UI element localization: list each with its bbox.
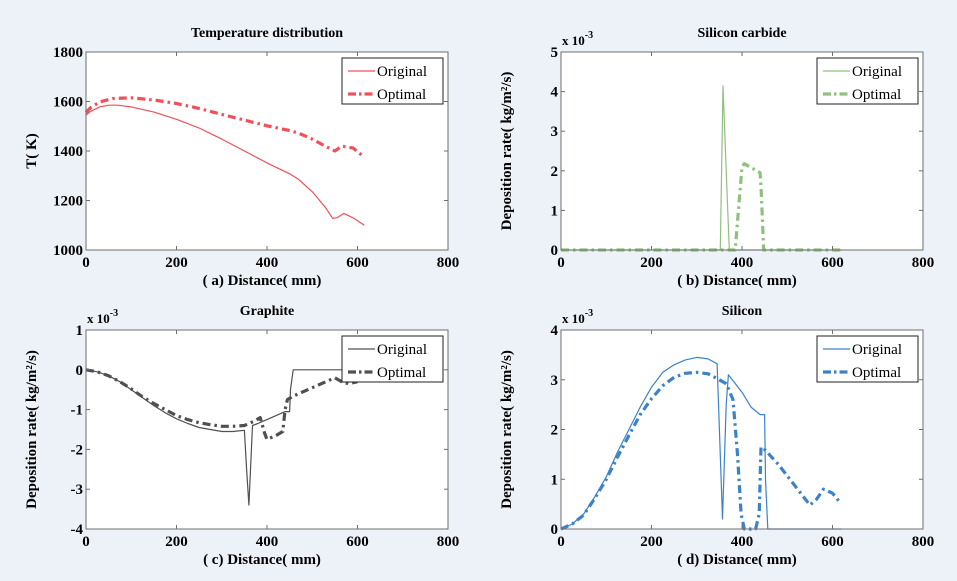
legend-label-optimal: Optimal [377, 365, 426, 381]
y-tick-label: 3 [551, 124, 559, 140]
y-tick-label: 1800 [53, 45, 83, 61]
x-tick-label: 600 [821, 255, 844, 271]
x-tick-label: 800 [912, 255, 935, 271]
legend-label-optimal: Optimal [377, 87, 426, 103]
x-tick-label: 600 [821, 534, 844, 550]
x-tick-label: 600 [346, 534, 369, 550]
x-axis-label: ( a) Distance( mm) [203, 273, 322, 289]
x-tick-label: 200 [640, 534, 663, 550]
x-tick-label: 800 [912, 534, 935, 550]
chart-title: Graphite [240, 304, 294, 319]
legend-box [816, 335, 919, 383]
x-tick-label: 400 [731, 255, 754, 271]
x-tick-label: 200 [165, 534, 188, 550]
x-tick-label: 0 [557, 255, 565, 271]
series-line-optimal [561, 162, 842, 252]
y-tick-label: -4 [71, 522, 84, 538]
y-tick-label: 4 [551, 323, 559, 339]
y-tick-label: 1 [76, 323, 84, 339]
legend: Original Optimal [341, 335, 444, 383]
y-tick-label: 4 [551, 85, 559, 101]
x-tick-label: 0 [82, 534, 90, 550]
y-tick-label: 1600 [53, 95, 83, 111]
y-axis-label: T( K) [24, 133, 40, 168]
x-tick-label: 800 [437, 255, 460, 271]
series-line-optimal [560, 370, 841, 531]
x-tick-label: 200 [640, 255, 663, 271]
subplot-c: 0 200 400 600 800 -4 -3 -2 -1 0 1x 10-3 Graphite ( c… [24, 304, 459, 568]
legend-label-original: Original [377, 64, 427, 80]
x-tick-label: 200 [165, 255, 188, 271]
legend-box [341, 335, 444, 383]
axis-multiplier: x 10-3 [562, 30, 593, 48]
legend-box [341, 57, 444, 105]
y-axis-label: Deposition rate( kg/m²/s) [24, 350, 40, 509]
y-tick-label: 5 [551, 45, 559, 61]
subplot-a: 0 200 400 600 800 1000 1200 1400 1600 1800 Tempera… [24, 26, 459, 289]
x-tick-label: 600 [346, 255, 369, 271]
legend: Original Optimal [341, 57, 444, 105]
subplot-d: 0 200 400 600 800 0 1 2 3 4x 10-3 Silicon ( d) Dist… [499, 304, 934, 568]
axis-multiplier: x 10-3 [562, 308, 593, 326]
x-tick-label: 400 [256, 255, 279, 271]
legend-label-optimal: Optimal [852, 87, 901, 103]
y-tick-label: 1200 [53, 194, 83, 210]
x-tick-label: 0 [557, 534, 565, 550]
x-tick-label: 400 [731, 534, 754, 550]
legend-label-optimal: Optimal [852, 365, 901, 381]
x-tick-label: 800 [437, 534, 460, 550]
chart-title: Silicon [722, 304, 763, 319]
y-tick-label: 1000 [53, 243, 83, 259]
legend-label-original: Original [377, 342, 427, 358]
series-line-optimal [84, 96, 366, 159]
legend: Original Optimal [816, 335, 919, 383]
legend: Original Optimal [816, 57, 919, 105]
chart-title: Temperature distribution [191, 26, 343, 41]
y-tick-label: 0 [551, 522, 559, 538]
legend-label-original: Original [852, 64, 902, 80]
y-tick-label: -2 [71, 442, 84, 458]
x-tick-label: 400 [256, 534, 279, 550]
series-line-optimal [85, 368, 358, 441]
x-axis-label: ( c) Distance( mm) [203, 552, 321, 568]
y-tick-label: 0 [551, 243, 559, 259]
y-tick-label: 1 [551, 472, 559, 488]
legend-label-original: Original [852, 342, 902, 358]
y-tick-label: 1400 [53, 144, 83, 160]
series-line-original [85, 104, 365, 226]
subplot-b: 0 200 400 600 800 0 1 2 3 4 5x 10-3 Silicon carbide… [499, 26, 934, 289]
y-tick-label: -1 [71, 403, 84, 419]
y-tick-label: 1 [551, 203, 559, 219]
y-tick-label: 2 [551, 423, 559, 439]
chart-title: Silicon carbide [697, 26, 786, 41]
y-tick-label: 3 [551, 373, 559, 389]
y-axis-label: Deposition rate( kg/m²/s) [499, 72, 515, 231]
y-tick-label: -3 [71, 482, 84, 498]
x-axis-label: ( d) Distance( mm) [677, 552, 797, 568]
axis-multiplier: x 10-3 [87, 308, 118, 326]
y-tick-label: 2 [551, 164, 559, 180]
x-tick-label: 0 [82, 255, 90, 271]
legend-box [816, 57, 919, 105]
y-tick-label: 0 [76, 363, 84, 379]
x-axis-label: ( b) Distance( mm) [677, 273, 797, 289]
y-axis-label: Deposition rate( kg/m²/s) [499, 350, 515, 509]
